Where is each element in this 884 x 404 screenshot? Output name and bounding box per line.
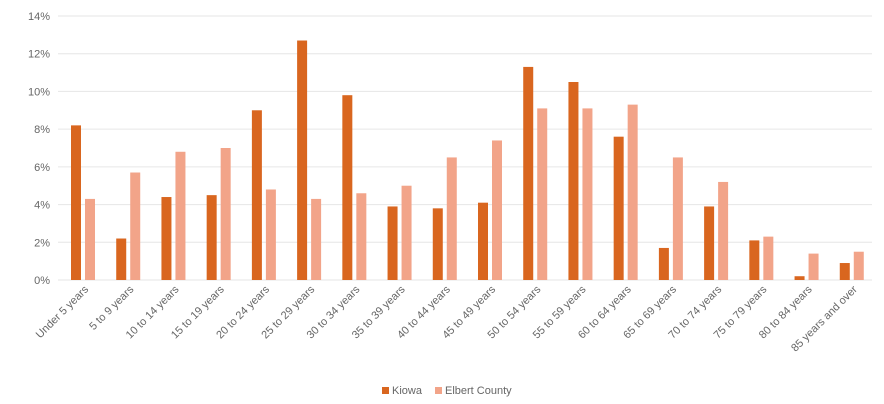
bar-elbert-county [672, 157, 683, 280]
bar-kiowa [387, 206, 398, 280]
legend-swatch [382, 387, 389, 394]
bar-kiowa [297, 40, 308, 281]
bar-elbert-county [85, 198, 95, 280]
gridlines [58, 15, 872, 281]
bar-kiowa [432, 208, 443, 280]
bar-kiowa [839, 263, 850, 280]
bar-elbert-county [311, 198, 322, 280]
y-tick-label: 0% [34, 275, 50, 287]
bar-elbert-county [718, 181, 729, 280]
y-axis-ticks: 0% 2% 4% 6% 8% 10% 12% 14% [28, 11, 50, 287]
bar-kiowa [71, 125, 81, 280]
bar-kiowa [342, 95, 353, 280]
bar-elbert-county [853, 251, 864, 280]
bar-kiowa [613, 136, 624, 280]
bar-elbert-county [627, 104, 638, 280]
y-tick-label: 8% [34, 124, 50, 136]
bar-kiowa [206, 195, 217, 280]
bar-elbert-county [492, 140, 502, 280]
bar-elbert-county [130, 172, 141, 280]
bar-kiowa [568, 82, 579, 280]
bar-kiowa [478, 202, 488, 280]
bar-elbert-county [175, 151, 186, 280]
y-tick-label: 4% [34, 200, 50, 212]
legend-swatch [435, 387, 442, 394]
bar-kiowa [749, 240, 760, 280]
bar-elbert-county [582, 108, 593, 281]
bar-elbert-county [265, 189, 276, 280]
legend: Kiowa Elbert County [382, 385, 512, 397]
bar-elbert-county [401, 185, 412, 280]
legend-label: Kiowa [392, 385, 423, 397]
x-category-label: 5 to 9 years [87, 283, 136, 332]
bar-kiowa [794, 276, 805, 280]
y-tick-label: 12% [28, 49, 50, 61]
y-tick-label: 2% [34, 237, 50, 249]
bar-elbert-county [763, 236, 774, 280]
bar-kiowa [704, 206, 715, 280]
bar-kiowa [251, 110, 262, 281]
bar-kiowa [116, 238, 127, 280]
y-tick-label: 10% [28, 86, 50, 98]
bar-kiowa [658, 247, 669, 280]
x-category-label: Under 5 years [34, 283, 92, 341]
bars [71, 40, 864, 281]
bar-elbert-county [446, 157, 457, 280]
bar-elbert-county [808, 253, 819, 280]
bar-elbert-county [537, 108, 548, 281]
y-tick-label: 6% [34, 162, 50, 174]
bar-elbert-county [356, 193, 367, 280]
y-tick-label: 14% [28, 11, 50, 23]
bar-kiowa [161, 197, 172, 280]
bar-elbert-county [220, 148, 231, 280]
bar-kiowa [523, 66, 534, 281]
legend-label: Elbert County [445, 385, 512, 397]
